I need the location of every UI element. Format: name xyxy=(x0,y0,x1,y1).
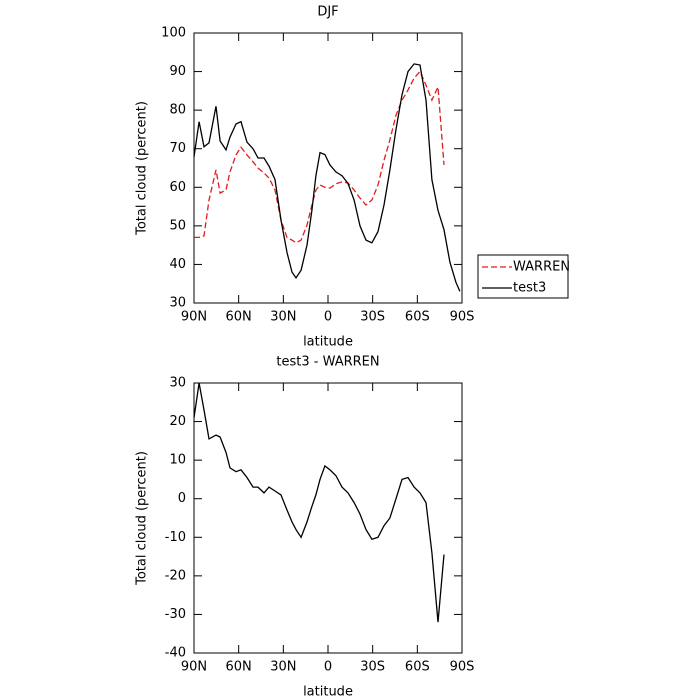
x-axis-label: latitude xyxy=(303,335,353,350)
x-axis-label: latitude xyxy=(303,685,353,700)
x-tick-label: 90N xyxy=(181,310,207,325)
x-tick-label: 0 xyxy=(324,660,332,675)
y-tick-label: -40 xyxy=(165,646,186,661)
x-tick-label: 90S xyxy=(450,660,475,675)
y-tick-label: 60 xyxy=(169,180,186,195)
y-tick-label: -30 xyxy=(165,607,186,622)
x-tick-label: 30S xyxy=(360,310,385,325)
x-tick-label: 60N xyxy=(226,660,252,675)
y-tick-label: 20 xyxy=(169,414,186,429)
y-tick-label: 90 xyxy=(169,64,186,79)
series-line xyxy=(193,382,445,623)
chart-title: DJF xyxy=(317,5,338,20)
legend-box xyxy=(477,254,569,299)
x-tick-label: 30S xyxy=(360,660,385,675)
y-tick-label: -10 xyxy=(165,530,186,545)
x-tick-label: 30N xyxy=(270,310,296,325)
x-tick-label: 60S xyxy=(405,310,430,325)
x-tick-label: 0 xyxy=(324,310,332,325)
y-tick-label: 70 xyxy=(169,141,186,156)
y-tick-label: 10 xyxy=(169,453,186,468)
legend-label: test3 xyxy=(513,281,546,296)
plot-frame xyxy=(193,382,463,654)
x-tick-label: 30N xyxy=(270,660,296,675)
y-tick-label: 40 xyxy=(169,257,186,272)
y-tick-label: 80 xyxy=(169,103,186,118)
y-tick-label: 30 xyxy=(169,296,186,311)
y-tick-label: 30 xyxy=(169,376,186,391)
y-tick-label: 0 xyxy=(178,491,186,506)
chart-title: test3 - WARREN xyxy=(276,355,379,370)
y-tick-label: 100 xyxy=(161,26,186,41)
series-line xyxy=(193,63,461,292)
y-tick-label: -20 xyxy=(165,568,186,583)
y-axis-label: Total cloud (percent) xyxy=(135,451,150,586)
x-tick-label: 60S xyxy=(405,660,430,675)
x-tick-label: 90S xyxy=(450,310,475,325)
x-tick-label: 60N xyxy=(226,310,252,325)
y-tick-label: 50 xyxy=(169,218,186,233)
y-axis-label: Total cloud (percent) xyxy=(135,101,150,236)
x-tick-label: 90N xyxy=(181,660,207,675)
legend-label: WARREN xyxy=(513,260,570,275)
